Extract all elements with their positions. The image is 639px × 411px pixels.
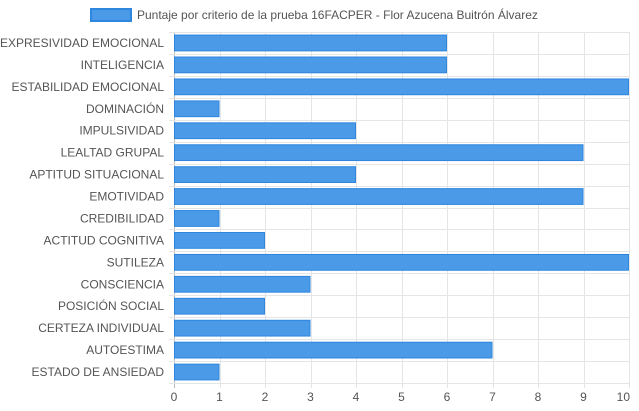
bar-6[interactable] xyxy=(174,144,584,162)
bar-11[interactable] xyxy=(174,253,629,271)
bar-5[interactable] xyxy=(174,122,356,140)
category-label: LEALTAD GRUPAL xyxy=(61,146,165,160)
chart-legend[interactable]: Puntaje por criterio de la prueba 16FACP… xyxy=(90,7,538,22)
category-label: ACTITUD COGNITIVA xyxy=(44,233,164,247)
category-label: IMPULSIVIDAD xyxy=(79,124,164,138)
category-label: ESTABILIDAD EMOCIONAL xyxy=(12,80,165,94)
bar-14[interactable] xyxy=(174,319,311,337)
bar-13[interactable] xyxy=(174,297,265,315)
bar-10[interactable] xyxy=(174,232,265,249)
x-tick-label: 5 xyxy=(398,390,405,404)
bar-15[interactable] xyxy=(174,341,493,359)
category-label: EXPRESIVIDAD EMOCIONAL xyxy=(0,36,164,50)
x-tick-label: 10 xyxy=(617,390,631,404)
bar-3[interactable] xyxy=(174,78,629,96)
x-tick-label: 4 xyxy=(353,390,360,404)
x-tick-label: 6 xyxy=(444,390,451,404)
category-label: DOMINACIÓN xyxy=(86,101,164,116)
bars xyxy=(174,34,629,381)
category-label: AUTOESTIMA xyxy=(86,343,164,357)
category-label: POSICIÓN SOCIAL xyxy=(58,298,164,313)
x-tick-label: 1 xyxy=(216,390,223,404)
bar-8[interactable] xyxy=(174,188,584,205)
x-tick-label: 2 xyxy=(262,390,269,404)
bar-4[interactable] xyxy=(174,100,220,118)
bar-9[interactable] xyxy=(174,210,220,227)
category-label: EMOTIVIDAD xyxy=(89,190,164,204)
bar-12[interactable] xyxy=(174,275,311,293)
category-label: CREDIBILIDAD xyxy=(80,211,164,225)
bar-7[interactable] xyxy=(174,166,356,183)
category-label: CERTEZA INDIVIDUAL xyxy=(38,321,164,335)
bar-1[interactable] xyxy=(174,34,447,52)
legend-swatch[interactable] xyxy=(90,8,132,22)
x-tick-label: 0 xyxy=(171,390,178,404)
category-label: INTELIGENCIA xyxy=(81,58,164,72)
bar-16[interactable] xyxy=(174,363,220,381)
x-axis-tick-labels: 0 1 2 3 4 5 6 7 8 9 10 xyxy=(171,390,631,404)
category-label: APTITUD SITUACIONAL xyxy=(29,168,164,182)
category-label: CONSCIENCIA xyxy=(81,277,164,291)
x-tick-label: 8 xyxy=(535,390,542,404)
x-tick-label: 3 xyxy=(307,390,314,404)
category-labels: EXPRESIVIDAD EMOCIONAL INTELIGENCIA ESTABI… xyxy=(0,36,164,379)
legend-label[interactable]: Puntaje por criterio de la prueba 16FACP… xyxy=(137,7,538,22)
bar-2[interactable] xyxy=(174,56,447,74)
x-tick-label: 9 xyxy=(580,390,587,404)
category-label: ESTADO DE ANSIEDAD xyxy=(32,365,165,379)
x-tick-label: 7 xyxy=(489,390,496,404)
category-label: SUTILEZA xyxy=(107,255,164,269)
